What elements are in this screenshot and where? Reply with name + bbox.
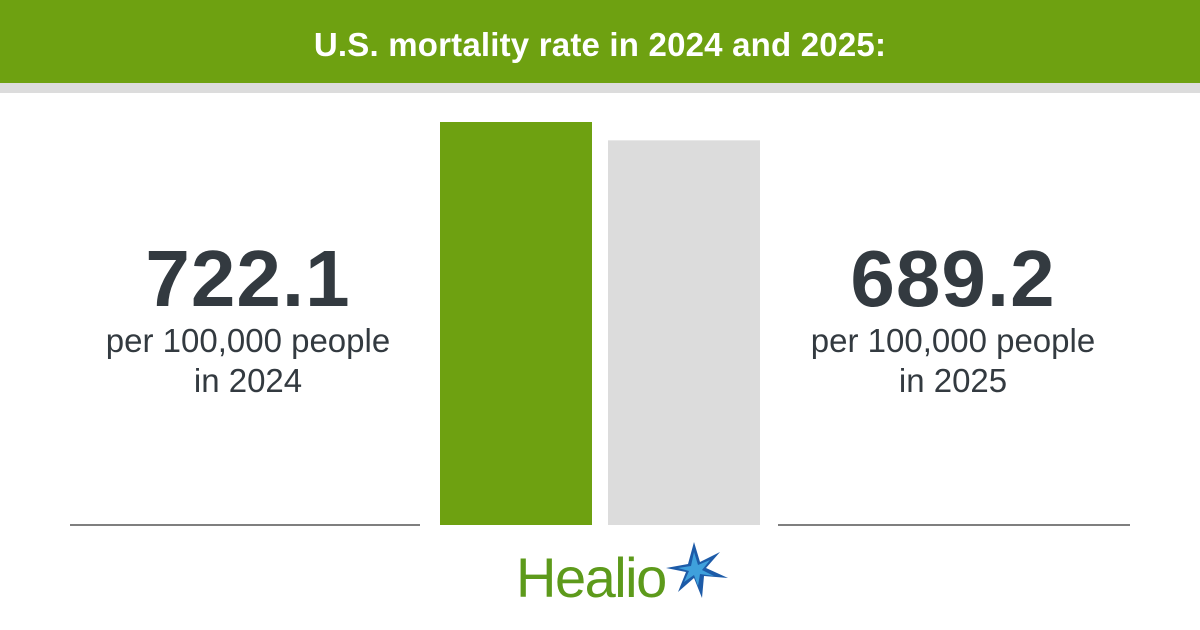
stat-2024: 722.1 per 100,000 people in 2024 xyxy=(68,236,428,402)
stat-value-2025: 689.2 xyxy=(850,234,1056,323)
stat-2025: 689.2 per 100,000 people in 2025 xyxy=(773,236,1133,402)
bar-2024 xyxy=(440,122,592,525)
bar-2025 xyxy=(608,140,760,525)
stat-unit-2024: per 100,000 people xyxy=(105,322,391,359)
header-divider xyxy=(0,83,1200,93)
stat-year-2025: in 2025 xyxy=(898,362,1008,399)
brand-name: Healio xyxy=(516,546,667,609)
header-banner: U.S. mortality rate in 2024 and 2025: xyxy=(0,0,1200,83)
chart-title: U.S. mortality rate in 2024 and 2025: xyxy=(313,25,887,63)
star-icon xyxy=(666,542,728,598)
stat-unit-2025: per 100,000 people xyxy=(810,322,1096,359)
stat-value-2024: 722.1 xyxy=(145,234,351,323)
stat-year-2024: in 2024 xyxy=(193,362,303,399)
healio-logo: Healio xyxy=(516,538,728,609)
